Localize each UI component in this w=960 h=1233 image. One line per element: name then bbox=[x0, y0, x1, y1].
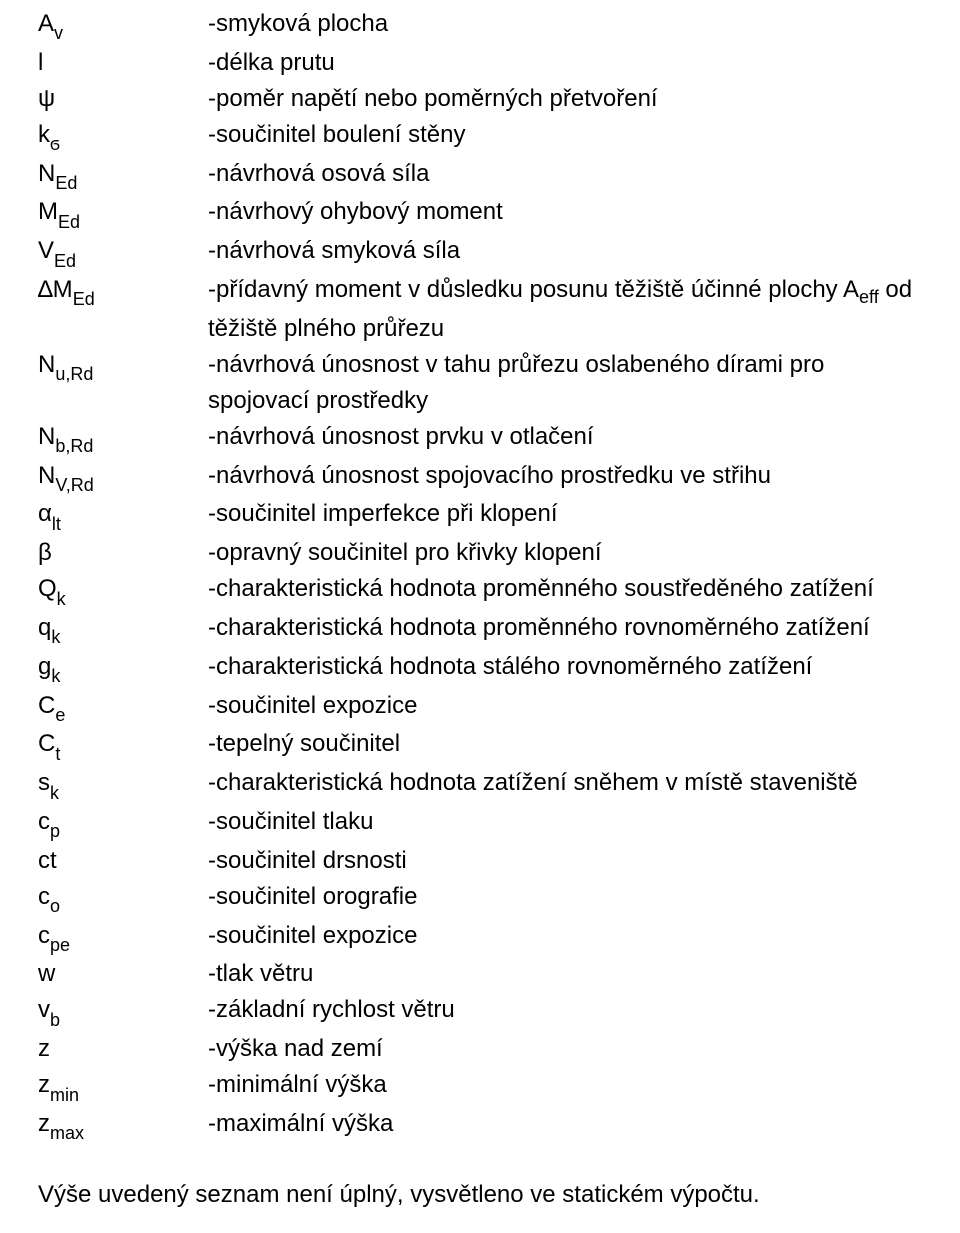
definition-row: ∆MEd-přídavný moment v důsledku posunu t… bbox=[38, 272, 922, 347]
definition-cell: -výška nad zemí bbox=[208, 1031, 922, 1067]
definition-row: vb-základní rychlost větru bbox=[38, 992, 922, 1031]
symbol-cell: zmin bbox=[38, 1067, 208, 1106]
symbol-cell: l bbox=[38, 45, 208, 81]
symbol-cell: cpe bbox=[38, 918, 208, 957]
symbol-cell: Qk bbox=[38, 571, 208, 610]
symbol-cell: ct bbox=[38, 843, 208, 879]
symbol-cell: z bbox=[38, 1031, 208, 1067]
symbol-cell: Ce bbox=[38, 688, 208, 727]
definition-row: Ct-tepelný součinitel bbox=[38, 726, 922, 765]
symbol-cell: NV,Rd bbox=[38, 458, 208, 497]
definition-row: gk-charakteristická hodnota stálého rovn… bbox=[38, 649, 922, 688]
definition-row: Nu,Rd-návrhová únosnost v tahu průřezu o… bbox=[38, 347, 922, 419]
definition-cell: -součinitel tlaku bbox=[208, 804, 922, 840]
definition-row: cpe-součinitel expozice bbox=[38, 918, 922, 957]
definition-row: VEd-návrhová smyková síla bbox=[38, 233, 922, 272]
definition-row: ct-součinitel drsnosti bbox=[38, 843, 922, 879]
definition-cell: -návrhová smyková síla bbox=[208, 233, 922, 269]
symbol-cell: kϭ bbox=[38, 117, 208, 156]
definition-cell: -délka prutu bbox=[208, 45, 922, 81]
definition-cell: -smyková plocha bbox=[208, 6, 922, 42]
definition-row: Ce-součinitel expozice bbox=[38, 688, 922, 727]
definition-cell: -maximální výška bbox=[208, 1106, 922, 1142]
definition-cell: -součinitel drsnosti bbox=[208, 843, 922, 879]
definition-row: NV,Rd-návrhová únosnost spojovacího pros… bbox=[38, 458, 922, 497]
definition-cell: -poměr napětí nebo poměrných přetvoření bbox=[208, 81, 922, 117]
symbol-cell: Av bbox=[38, 6, 208, 45]
footer-note: Výše uvedený seznam není úplný, vysvětle… bbox=[38, 1177, 922, 1213]
definition-cell: -opravný součinitel pro křivky klopení bbox=[208, 535, 922, 571]
definition-row: NEd-návrhová osová síla bbox=[38, 156, 922, 195]
symbol-cell: vb bbox=[38, 992, 208, 1031]
definition-row: w-tlak větru bbox=[38, 956, 922, 992]
definition-row: kϭ-součinitel boulení stěny bbox=[38, 117, 922, 156]
symbol-cell: sk bbox=[38, 765, 208, 804]
symbol-cell: Nb,Rd bbox=[38, 419, 208, 458]
definition-row: z-výška nad zemí bbox=[38, 1031, 922, 1067]
definition-row: sk-charakteristická hodnota zatížení sně… bbox=[38, 765, 922, 804]
definition-cell: -návrhová únosnost v tahu průřezu oslabe… bbox=[208, 347, 922, 419]
definition-cell: -základní rychlost větru bbox=[208, 992, 922, 1028]
definition-row: cp-součinitel tlaku bbox=[38, 804, 922, 843]
definition-cell: -součinitel orografie bbox=[208, 879, 922, 915]
symbol-cell: MEd bbox=[38, 194, 208, 233]
symbol-cell: cp bbox=[38, 804, 208, 843]
definition-cell: -charakteristická hodnota proměnného sou… bbox=[208, 571, 922, 607]
symbol-cell: co bbox=[38, 879, 208, 918]
definition-cell: -charakteristická hodnota zatížení sněhe… bbox=[208, 765, 922, 801]
definition-cell: -návrhová osová síla bbox=[208, 156, 922, 192]
definition-cell: -charakteristická hodnota stálého rovnom… bbox=[208, 649, 922, 685]
symbol-cell: VEd bbox=[38, 233, 208, 272]
definition-cell: -součinitel imperfekce při klopení bbox=[208, 496, 922, 532]
symbol-cell: αlt bbox=[38, 496, 208, 535]
definition-cell: -součinitel expozice bbox=[208, 918, 922, 954]
symbol-cell: w bbox=[38, 956, 208, 992]
definition-row: Av-smyková plocha bbox=[38, 6, 922, 45]
definition-cell: -návrhová únosnost spojovacího prostředk… bbox=[208, 458, 922, 494]
definition-row: zmin-minimální výška bbox=[38, 1067, 922, 1106]
definition-cell: -charakteristická hodnota proměnného rov… bbox=[208, 610, 922, 646]
symbol-cell: NEd bbox=[38, 156, 208, 195]
definition-row: β-opravný součinitel pro křivky klopení bbox=[38, 535, 922, 571]
symbol-cell: ψ bbox=[38, 81, 208, 117]
definition-row: αlt-součinitel imperfekce při klopení bbox=[38, 496, 922, 535]
definition-cell: -tlak větru bbox=[208, 956, 922, 992]
definition-cell: -minimální výška bbox=[208, 1067, 922, 1103]
definition-cell: -tepelný součinitel bbox=[208, 726, 922, 762]
definition-row: l-délka prutu bbox=[38, 45, 922, 81]
definition-cell: -součinitel expozice bbox=[208, 688, 922, 724]
definition-cell: -návrhová únosnost prvku v otlačení bbox=[208, 419, 922, 455]
symbol-definition-list: Av-smyková plochal-délka prutuψ-poměr na… bbox=[38, 6, 922, 1145]
symbol-cell: ∆MEd bbox=[38, 272, 208, 311]
definition-cell: -návrhový ohybový moment bbox=[208, 194, 922, 230]
definition-row: ψ-poměr napětí nebo poměrných přetvoření bbox=[38, 81, 922, 117]
definition-cell: -součinitel boulení stěny bbox=[208, 117, 922, 153]
definition-row: Qk-charakteristická hodnota proměnného s… bbox=[38, 571, 922, 610]
symbol-cell: β bbox=[38, 535, 208, 571]
definition-row: MEd-návrhový ohybový moment bbox=[38, 194, 922, 233]
definition-row: co-součinitel orografie bbox=[38, 879, 922, 918]
definition-row: qk-charakteristická hodnota proměnného r… bbox=[38, 610, 922, 649]
definition-row: Nb,Rd-návrhová únosnost prvku v otlačení bbox=[38, 419, 922, 458]
symbol-cell: Ct bbox=[38, 726, 208, 765]
symbol-cell: gk bbox=[38, 649, 208, 688]
symbol-cell: qk bbox=[38, 610, 208, 649]
symbol-cell: Nu,Rd bbox=[38, 347, 208, 386]
definition-cell: -přídavný moment v důsledku posunu těžiš… bbox=[208, 272, 922, 347]
